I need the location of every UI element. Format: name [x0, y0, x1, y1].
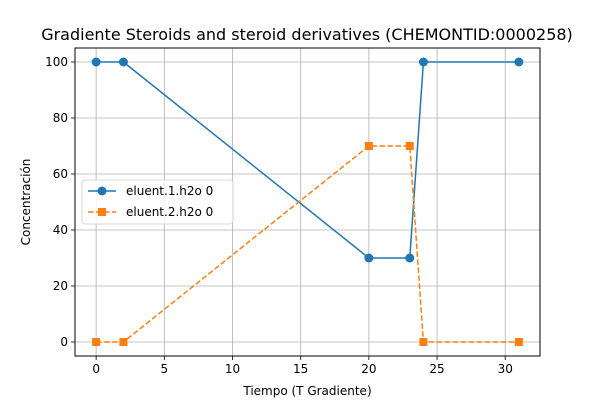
x-tick-label: 30: [498, 362, 513, 376]
x-tick-label: 0: [92, 362, 100, 376]
series-1-point: [118, 57, 128, 67]
x-tick-label: 15: [293, 362, 308, 376]
series-1-point: [364, 253, 374, 263]
legend-marker-2: [98, 208, 106, 216]
series-layer: [91, 57, 524, 346]
series-2-point: [92, 338, 101, 346]
legend-label-1: eluent.1.h2o 0: [126, 184, 213, 198]
series-1-point: [418, 57, 428, 67]
x-axis-label: Tiempo (T Gradiente): [242, 384, 371, 398]
plot-frame: [74, 47, 541, 357]
legend-marker-1: [97, 186, 107, 196]
y-tick-label: 40: [53, 223, 68, 237]
series-2-point: [119, 338, 128, 346]
x-tick-label: 20: [361, 362, 376, 376]
y-axis-label: Concentración: [19, 159, 33, 246]
x-tick-label: 25: [429, 362, 444, 376]
series-line-1: [96, 61, 519, 259]
ticks: 0 5 10 15 20 25 30 0 20 40 60 80 100: [45, 55, 513, 376]
series-2-point: [419, 338, 428, 346]
series-1-point: [405, 253, 415, 263]
series-2-point: [514, 338, 523, 346]
x-tick-label: 5: [160, 362, 168, 376]
series-2-point: [364, 142, 373, 150]
y-tick-label: 80: [53, 111, 68, 125]
series-1-point: [514, 57, 524, 67]
y-tick-label: 0: [60, 335, 68, 349]
legend: eluent.1.h2o 0 eluent.2.h2o 0: [81, 179, 234, 225]
y-tick-label: 20: [53, 279, 68, 293]
legend-label-2: eluent.2.h2o 0: [126, 205, 213, 219]
legend-box: [81, 179, 234, 225]
x-tick-label: 10: [225, 362, 240, 376]
y-tick-label: 60: [53, 167, 68, 181]
chart-title: Gradiente Steroids and steroid derivativ…: [41, 25, 573, 44]
series-2-point: [405, 142, 414, 150]
series-line-2: [96, 145, 519, 343]
y-tick-label: 100: [45, 55, 68, 69]
series-1-point: [91, 57, 101, 67]
